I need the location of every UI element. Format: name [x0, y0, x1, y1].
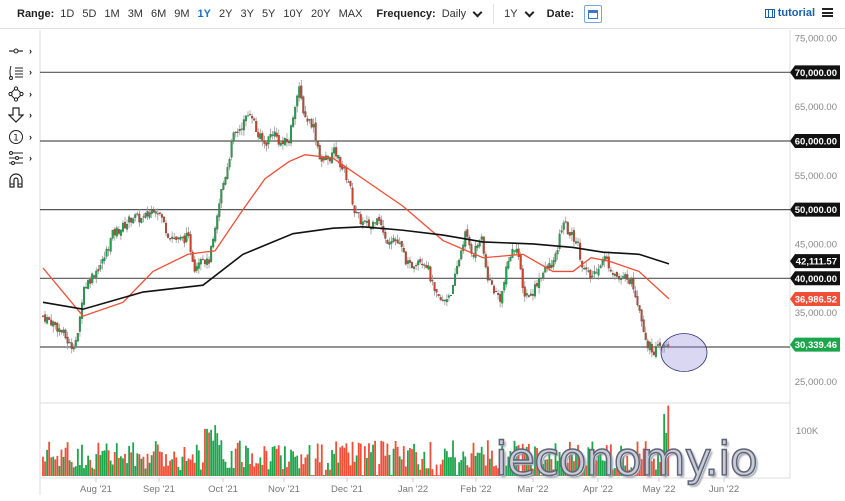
chart-toolbar: Range: 1D 5D 1M 3M 6M 9M 1Y 2Y 3Y 5Y 10Y 20Y MAX Fre… [0, 0, 845, 29]
arrow-down-tool-icon [8, 107, 24, 124]
range-option-6m[interactable]: 6M [150, 8, 167, 20]
tutorial-label: tutorial [777, 7, 815, 19]
y-axis-tick: 35,000.00 [795, 308, 837, 319]
price-tag: 70,000.00 [790, 65, 840, 80]
svg-text:30,339.46: 30,339.46 [795, 340, 837, 351]
range-option-3y[interactable]: 3Y [240, 8, 254, 20]
x-axis-tick: Apr '22 [583, 484, 613, 495]
arrow-tool[interactable]: › [8, 105, 38, 127]
x-axis-tick: Feb '22 [460, 484, 491, 495]
price-tag: 50,000.00 [790, 202, 840, 217]
range-selector: Range: 1D 5D 1M 3M 6M 9M 1Y 2Y 3Y 5Y 10Y 20Y MAX [17, 8, 370, 20]
y-axis-tick: 45,000.00 [795, 239, 837, 250]
range-option-9m[interactable]: 9M [174, 8, 190, 20]
ma-long-line [42, 226, 670, 311]
x-axis-tick: Sep '21 [143, 484, 175, 495]
svg-text:60,000.00: 60,000.00 [795, 136, 837, 147]
frequency-selector[interactable]: Frequency: Daily [376, 7, 487, 20]
range-option-20y[interactable]: 20Y [310, 8, 331, 20]
watermark-logo: ieconomy.io [494, 431, 758, 487]
x-axis-tick: Jun '22 [709, 484, 739, 495]
period-value[interactable]: 1Y [504, 8, 518, 20]
film-icon [764, 8, 775, 18]
range-option-5y[interactable]: 5Y [261, 8, 276, 20]
price-tag: 36,986.52 [790, 292, 840, 307]
calendar-icon[interactable] [584, 5, 603, 23]
indicator-tool[interactable]: › [8, 148, 38, 170]
range-option-2y[interactable]: 2Y [219, 8, 233, 20]
y-axis-tick: 65,000.00 [795, 102, 837, 113]
range-option-1y[interactable]: 1Y [197, 8, 211, 20]
price-tag: 60,000.00 [790, 133, 840, 148]
annotation-number-tool-icon: 1 [9, 129, 23, 144]
line-tool-icon [9, 48, 23, 54]
volume-axis-tick: 100K [796, 426, 819, 437]
svg-text:50,000.00: 50,000.00 [795, 205, 837, 216]
price-tag: 40,000.00 [790, 271, 840, 286]
ma-short-line [42, 154, 670, 317]
range-option-1m[interactable]: 1M [104, 8, 120, 20]
indicator-tool-icon [9, 151, 23, 166]
x-axis-tick: Mar '22 [517, 484, 548, 495]
annotation-tool[interactable]: 1 › [8, 126, 38, 148]
tutorial-link[interactable]: tutorial [764, 7, 815, 19]
x-axis-tick: Jan '22 [398, 484, 428, 495]
fibonacci-tool-icon [9, 66, 23, 81]
drawing-tools: › › › › 1 › › [8, 40, 38, 191]
price-tag: 42,111.57 [790, 254, 840, 269]
magnet-tool[interactable] [8, 169, 38, 191]
x-axis-tick: Oct '21 [208, 484, 238, 495]
range-option-3m[interactable]: 3M [127, 8, 143, 20]
frequency-value[interactable]: Daily [441, 8, 467, 20]
shape-tool[interactable]: › [8, 83, 38, 105]
date-label: Date: [546, 8, 575, 20]
range-option-1d[interactable]: 1D [60, 8, 75, 20]
highlight-ellipse[interactable] [660, 333, 708, 372]
range-option-max[interactable]: MAX [338, 8, 363, 20]
period-selector[interactable]: 1Y [504, 7, 538, 20]
hamburger-menu-icon[interactable] [822, 8, 833, 17]
x-axis-tick: May '22 [643, 484, 676, 495]
x-axis-tick: Aug '21 [80, 484, 112, 495]
price-tag: 30,339.46 [790, 337, 840, 352]
shape-tool-icon [8, 86, 24, 102]
line-tool[interactable]: › [8, 40, 38, 62]
y-axis-tick: 75,000.00 [795, 34, 837, 45]
date-picker[interactable]: Date: [547, 5, 603, 23]
frequency-label: Frequency: [376, 8, 436, 20]
svg-text:40,000.00: 40,000.00 [795, 274, 837, 285]
candlesticks [41, 80, 670, 359]
range-option-5d[interactable]: 5D [82, 8, 97, 20]
svg-text:42,111.57: 42,111.57 [796, 257, 837, 268]
magnet-tool-icon [9, 173, 23, 188]
svg-text:36,986.52: 36,986.52 [795, 295, 837, 306]
x-axis-tick: Nov '21 [268, 484, 300, 495]
range-label: Range: [17, 8, 55, 20]
y-axis-tick: 25,000.00 [795, 377, 837, 388]
toolbar-divider [493, 4, 495, 24]
x-axis-tick: Dec '21 [331, 484, 363, 495]
volume-bars [42, 405, 670, 476]
svg-text:70,000.00: 70,000.00 [795, 68, 837, 79]
y-axis-tick: 55,000.00 [795, 171, 837, 182]
fibonacci-tool[interactable]: › [8, 62, 38, 84]
svg-text:1: 1 [13, 133, 19, 143]
range-option-10y[interactable]: 10Y [283, 8, 303, 20]
